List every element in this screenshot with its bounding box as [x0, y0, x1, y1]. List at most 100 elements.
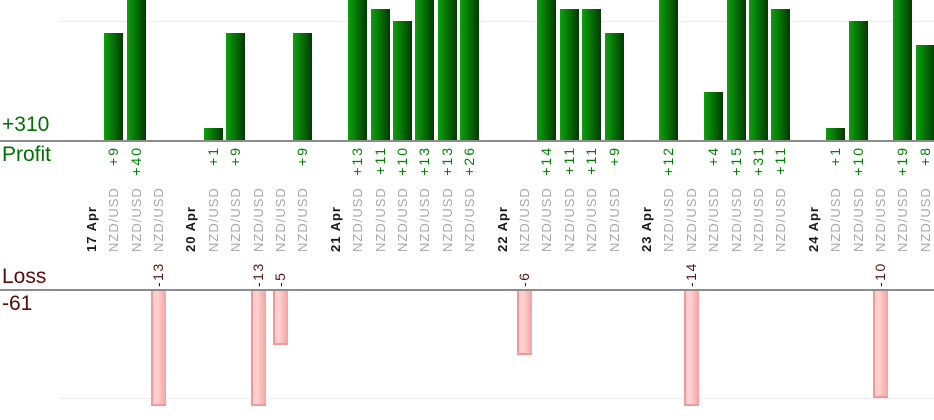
loss-value-label: -5 [271, 271, 288, 287]
profit-bar [848, 21, 868, 140]
symbol-label: NZD/USD [661, 187, 677, 252]
profit-value-label: +9 [105, 146, 122, 166]
profit-bar [771, 9, 791, 140]
loss-gridline [60, 398, 934, 399]
symbol-label: NZD/USD [683, 187, 699, 252]
profit-value-label: +4 [705, 146, 722, 166]
symbol-label: NZD/USD [250, 187, 266, 252]
loss-total: -61 [2, 292, 33, 315]
profit-value-label: +1 [827, 146, 844, 166]
loss-value-label: -14 [682, 262, 699, 287]
loss-baseline [0, 289, 934, 291]
symbol-label: NZD/USD [128, 187, 144, 252]
symbol-label: NZD/USD [394, 187, 410, 252]
loss-axis-label: Loss [2, 265, 47, 288]
profit-gridline [60, 21, 934, 22]
symbol-label: NZD/USD [606, 187, 622, 252]
profit-bar [460, 0, 480, 140]
profit-bar [437, 0, 457, 140]
loss-value-label: -10 [871, 262, 888, 287]
profit-bar [537, 0, 557, 140]
profit-bar [203, 128, 223, 140]
profit-bar [893, 0, 913, 140]
symbol-label: NZD/USD [150, 187, 166, 252]
profit-bar [704, 92, 724, 140]
symbol-label: NZD/USD [850, 187, 866, 252]
date-label: 22 Apr [494, 206, 510, 252]
profit-bar [726, 0, 746, 140]
profit-bar [348, 0, 368, 140]
symbol-label: NZD/USD [372, 187, 388, 252]
loss-bar [683, 291, 699, 406]
profit-bar [582, 9, 602, 140]
profit-bar [293, 33, 313, 140]
profit-bar [392, 21, 412, 140]
loss-bar [250, 291, 266, 406]
profit-axis-label: Profit [2, 143, 52, 166]
date-label: 24 Apr [805, 206, 821, 252]
profit-value-label: +13 [438, 146, 455, 176]
symbol-label: NZD/USD [272, 187, 288, 252]
loss-value-label: -13 [249, 262, 266, 287]
profit-bar [915, 45, 934, 140]
profit-value-label: +31 [749, 146, 766, 176]
loss-value-label: -6 [515, 271, 532, 287]
profit-value-label: +8 [916, 146, 933, 166]
symbol-label: NZD/USD [561, 187, 577, 252]
profit-value-label: +13 [416, 146, 433, 176]
profit-value-label: +9 [605, 146, 622, 166]
symbol-label: NZD/USD [750, 187, 766, 252]
profit-value-label: +26 [461, 146, 478, 176]
profit-value-label: +10 [393, 146, 410, 176]
profit-total: +310 [2, 113, 50, 136]
profit-value-label: +13 [349, 146, 366, 176]
symbol-label: NZD/USD [728, 187, 744, 252]
date-label: 23 Apr [638, 206, 654, 252]
symbol-label: NZD/USD [539, 187, 555, 252]
profit-bar [604, 33, 624, 140]
profit-bar [226, 33, 246, 140]
profit-value-label: +11 [772, 146, 789, 175]
profit-value-label: +19 [894, 146, 911, 176]
profit-bar [559, 9, 579, 140]
profit-value-label: +11 [560, 146, 577, 175]
profit-value-label: +9 [227, 146, 244, 166]
symbol-label: NZD/USD [439, 187, 455, 252]
profit-bar [659, 0, 679, 140]
profit-bar [415, 0, 435, 140]
profit-bar [748, 0, 768, 140]
symbol-label: NZD/USD [462, 187, 478, 252]
profit-value-label: +10 [849, 146, 866, 176]
symbol-label: NZD/USD [773, 187, 789, 252]
profit-value-label: +14 [538, 146, 555, 176]
profit-bar [104, 33, 124, 140]
symbol-label: NZD/USD [706, 187, 722, 252]
loss-value-label: -13 [149, 262, 166, 287]
symbol-label: NZD/USD [872, 187, 888, 252]
profit-value-label: +40 [127, 146, 144, 176]
loss-bar [150, 291, 166, 406]
symbol-label: NZD/USD [828, 187, 844, 252]
profit-bar [826, 128, 846, 140]
symbol-label: NZD/USD [106, 187, 122, 252]
profit-bar [126, 0, 146, 140]
profit-value-label: +1 [204, 146, 221, 166]
profit-baseline [0, 140, 934, 142]
symbol-label: NZD/USD [205, 187, 221, 252]
symbol-label: NZD/USD [584, 187, 600, 252]
profit-value-label: +11 [583, 146, 600, 175]
loss-bar [516, 291, 532, 355]
date-label: 21 Apr [327, 206, 343, 252]
loss-bar [872, 291, 888, 398]
symbol-label: NZD/USD [350, 187, 366, 252]
profit-value-label: +15 [727, 146, 744, 176]
symbol-label: NZD/USD [516, 187, 532, 252]
profit-value-label: +9 [294, 146, 311, 166]
profit-bar [370, 9, 390, 140]
profit-value-label: +12 [660, 146, 677, 176]
symbol-label: NZD/USD [295, 187, 311, 252]
symbol-label: NZD/USD [228, 187, 244, 252]
date-label: 20 Apr [183, 206, 199, 252]
symbol-label: NZD/USD [917, 187, 933, 252]
